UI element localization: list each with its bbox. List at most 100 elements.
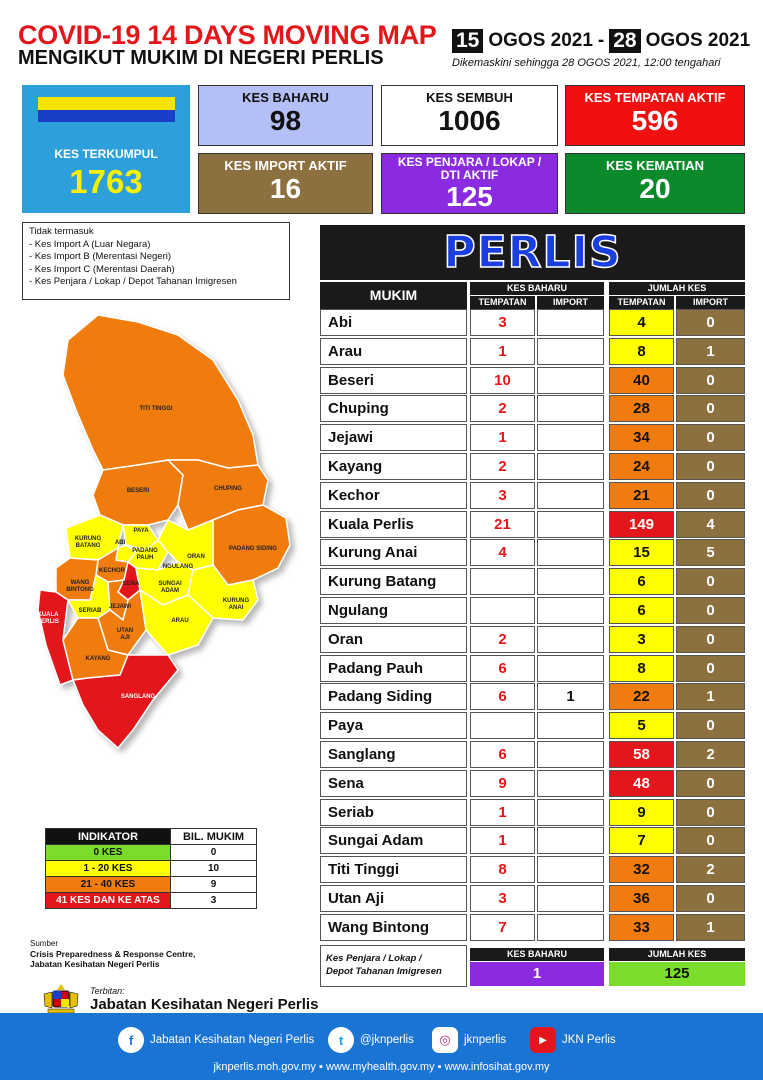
jumlah-tempatan: 22	[609, 683, 674, 711]
table-row: Beseri 10 40 0	[320, 366, 745, 395]
publisher-name: Jabatan Kesihatan Negeri Perlis	[90, 995, 319, 1013]
jumlah-tempatan: 6	[609, 597, 674, 624]
jumlah-tempatan: 3	[609, 625, 674, 653]
table-row: Chuping 2 28 0	[320, 395, 745, 423]
date-to-month: OGOS 2021	[645, 30, 751, 51]
kes-penjara-box: KES PENJARA / LOKAP / DTI AKTIF 125	[381, 153, 558, 214]
jumlah-tempatan: 40	[609, 366, 674, 394]
penjara-label-line1: Kes Penjara / Lokap /	[326, 953, 422, 964]
mukim-name: Kurung Anai	[320, 539, 467, 567]
mukim-name: Sungai Adam	[320, 827, 467, 855]
jumlah-import: 5	[676, 539, 745, 567]
kes-baharu-import	[537, 827, 604, 855]
globe-icon: ▪	[437, 1061, 445, 1073]
mukim-name: Kayang	[320, 453, 467, 480]
table-banner: PERLIS	[320, 225, 745, 280]
jumlah-import: 0	[676, 827, 745, 855]
kes-baharu-tempatan: 6	[470, 741, 535, 768]
jumlah-tempatan: 58	[609, 741, 674, 768]
jumlah-tempatan: 15	[609, 539, 674, 567]
exclusion-note: Tidak termasuk - Kes Import A (Luar Nega…	[22, 222, 290, 300]
kes-baharu-import	[537, 424, 604, 452]
table-row: Sanglang 6 58 2	[320, 741, 745, 769]
social-instagram[interactable]: ◎ jknperlis	[432, 1027, 506, 1053]
legend-count: 0	[170, 844, 257, 861]
jumlah-import: 0	[676, 453, 745, 480]
mukim-name: Utan Aji	[320, 885, 467, 912]
legend-label: 21 - 40 KES	[45, 876, 171, 893]
penjara-header-baharu: KES BAHARU	[470, 948, 604, 961]
jumlah-tempatan: 9	[609, 798, 674, 826]
map-label-titi-tinggi: TITI TINGGI	[140, 406, 173, 412]
social-youtube[interactable]: ▶ JKN Perlis	[530, 1027, 616, 1053]
map-label-abi: ABI	[115, 540, 126, 546]
note-item: - Kes Import B (Merentasi Negeri)	[29, 251, 172, 262]
header-jumlah-kes: JUMLAH KES	[609, 282, 745, 295]
jumlah-import: 2	[676, 741, 745, 768]
kes-kematian-box: KES KEMATIAN 20	[565, 153, 745, 214]
table-row: Arau 1 8 1	[320, 337, 745, 366]
header-jk-tempatan: TEMPATAN	[609, 296, 674, 309]
social-facebook[interactable]: f Jabatan Kesihatan Negeri Perlis	[118, 1027, 314, 1053]
map-label-seriab: SERIAB	[79, 608, 102, 614]
website-link[interactable]: www.infosihat.gov.my	[444, 1061, 550, 1073]
kes-import-aktif-box: KES IMPORT AKTIF 16	[198, 153, 373, 214]
penjara-header-jumlah: JUMLAH KES	[609, 948, 745, 961]
kes-tempatan-aktif-label: KES TEMPATAN AKTIF	[584, 90, 726, 105]
legend-count: 3	[170, 892, 257, 909]
mukim-name: Abi	[320, 309, 467, 336]
facebook-icon: f	[118, 1027, 144, 1053]
jumlah-import: 0	[676, 424, 745, 452]
table-row: Padang Siding 6 1 22 1	[320, 683, 745, 711]
legend-row: 1 - 20 KES 10	[45, 860, 257, 877]
legend-row: 21 - 40 KES 9	[45, 876, 257, 893]
kes-baharu-import	[537, 625, 604, 653]
kes-baharu-tempatan: 2	[470, 395, 535, 423]
source-line2: Jabatan Kesihatan Negeri Perlis	[30, 959, 160, 969]
mukim-name: Kuala Perlis	[320, 510, 467, 538]
globe-icon: ▪	[319, 1061, 326, 1073]
jumlah-import: 0	[676, 568, 745, 596]
kes-baharu-tempatan: 9	[470, 769, 535, 797]
date-range: 15 OGOS 2021 - 28 OGOS 2021	[452, 29, 750, 53]
publisher: Terbitan: Jabatan Kesihatan Negeri Perli…	[40, 982, 318, 1016]
note-item: - Kes Penjara / Lokap / Depot Tahanan Im…	[29, 276, 237, 287]
jumlah-import: 0	[676, 366, 745, 394]
jumlah-tempatan: 6	[609, 568, 674, 596]
legend-table: INDIKATOR BIL. MUKIM 0 KES 0 1 - 20 KES …	[45, 828, 257, 909]
mukim-name: Kurung Batang	[320, 568, 467, 596]
publisher-label: Terbitan:	[90, 985, 125, 996]
table-row: Titi Tinggi 8 32 2	[320, 856, 745, 884]
mukim-name: Beseri	[320, 366, 467, 394]
twitter-handle: @jknperlis	[360, 1034, 414, 1046]
map-label-wang-bintong: WANG BINTONG	[66, 580, 94, 593]
jumlah-import: 0	[676, 712, 745, 740]
penjara-label: Kes Penjara / Lokap / Depot Tahanan Imig…	[320, 945, 467, 987]
map-label-paya: PAYA	[133, 528, 149, 534]
map-label-kayang: KAYANG	[86, 656, 111, 662]
kes-import-aktif-label: KES IMPORT AKTIF	[224, 158, 347, 173]
table-row: Ngulang 6 0	[320, 597, 745, 625]
kes-baharu-tempatan: 6	[470, 683, 535, 711]
twitter-icon: t	[328, 1027, 354, 1053]
website-link[interactable]: jknperlis.moh.gov.my	[213, 1061, 316, 1073]
kes-baharu-import	[537, 712, 604, 740]
table-row: Kurung Anai 4 15 5	[320, 539, 745, 567]
kes-baharu-tempatan: 7	[470, 913, 535, 941]
note-item: - Kes Import A (Luar Negara)	[29, 238, 151, 250]
date-from-day: 15	[452, 29, 484, 53]
kes-baharu-box: KES BAHARU 98	[198, 85, 373, 146]
map-label-padang-pauh: PADANG PAUH	[132, 548, 158, 561]
kes-baharu-tempatan: 2	[470, 453, 535, 480]
kes-sembuh-value: 1006	[438, 105, 501, 136]
source-label: Sumber	[30, 939, 59, 948]
website-link[interactable]: www.myhealth.gov.my	[325, 1061, 435, 1073]
kes-baharu-tempatan: 1	[470, 798, 535, 826]
header-kb-tempatan: TEMPATAN	[470, 296, 535, 309]
page-title: COVID-19 14 DAYS MOVING MAP	[18, 20, 437, 50]
header-jk-import: IMPORT	[676, 296, 745, 309]
mukim-name: Padang Siding	[320, 683, 467, 711]
jumlah-import: 0	[676, 654, 745, 682]
social-twitter[interactable]: t @jknperlis	[328, 1027, 414, 1053]
kes-penjara-value: 125	[446, 181, 493, 212]
